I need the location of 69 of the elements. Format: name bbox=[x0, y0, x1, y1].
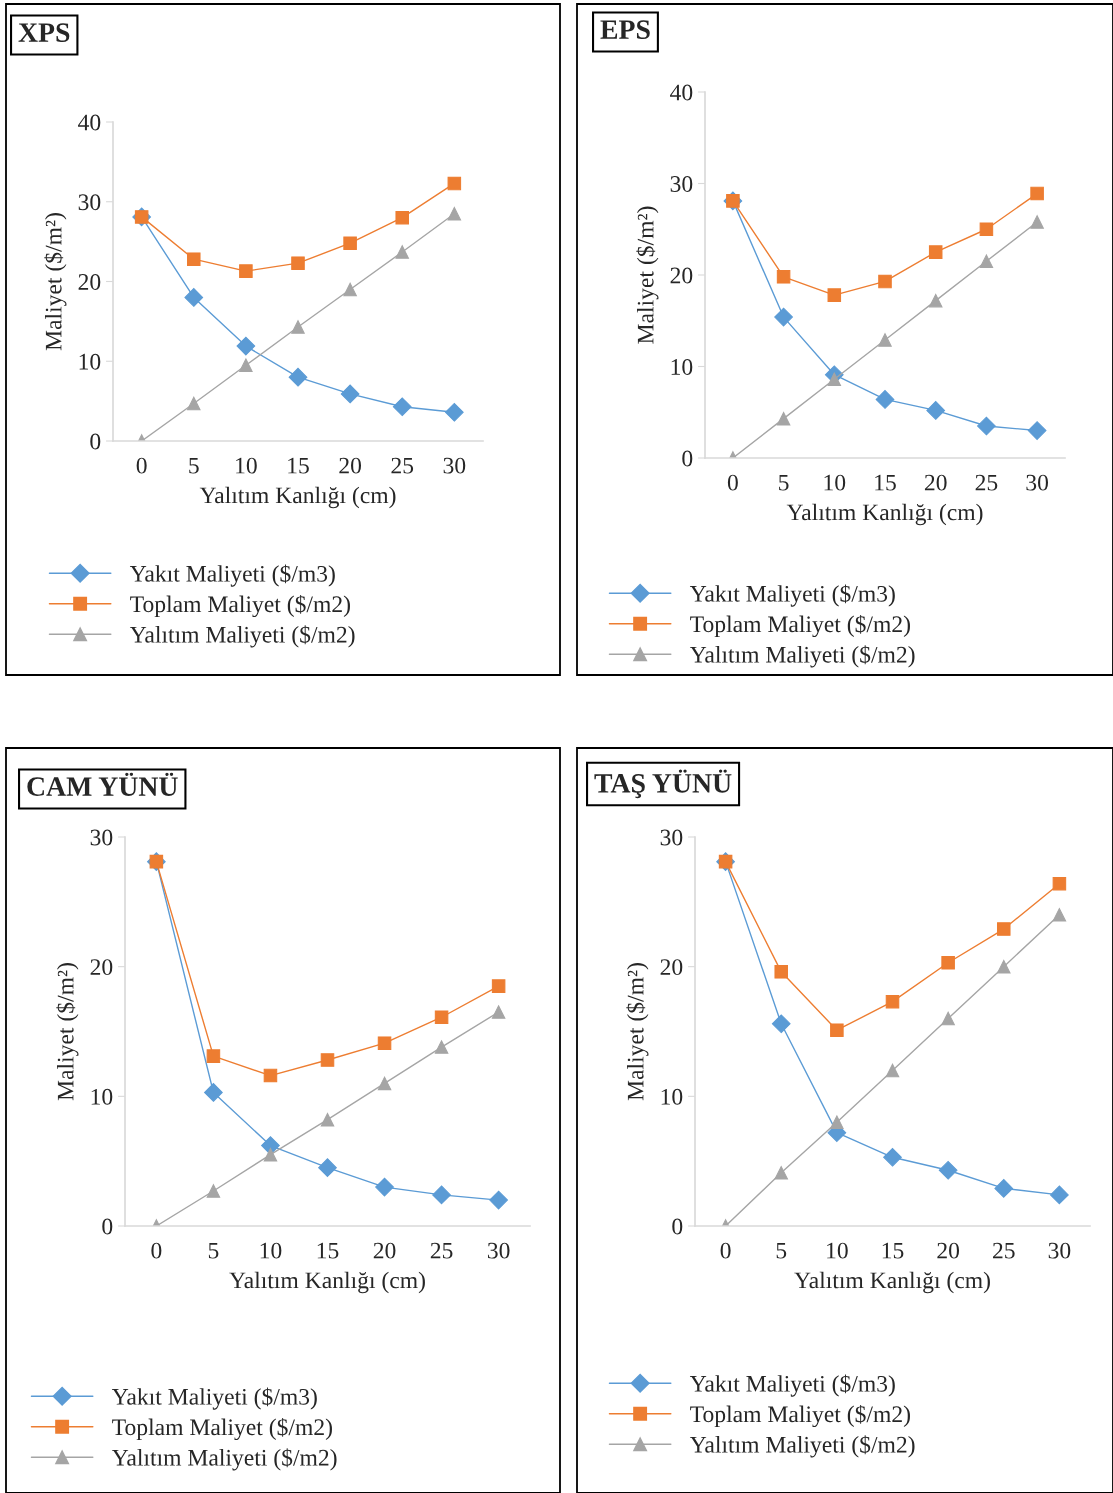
x-tick-label: 0 bbox=[136, 457, 147, 474]
x-tick-label: 25 bbox=[391, 457, 414, 474]
x-tick-label: 30 bbox=[443, 457, 466, 474]
x-tick-label: 5 bbox=[776, 1242, 787, 1259]
legend-label: Toplam Maliyet ($/m2) bbox=[690, 614, 910, 638]
x-tick-label: 30 bbox=[487, 1242, 510, 1259]
x-tick-label: 25 bbox=[975, 474, 998, 491]
y-tick-label: 10 bbox=[671, 358, 693, 375]
legend-label: Toplam Maliyet ($/m2) bbox=[690, 1404, 910, 1428]
x-tick-label: 0 bbox=[720, 1242, 731, 1259]
x-tick-label: 30 bbox=[1048, 1242, 1071, 1259]
x-tick-label: 10 bbox=[236, 457, 257, 474]
x-tick-label: 20 bbox=[339, 457, 362, 474]
x-tick-label: 20 bbox=[937, 1242, 960, 1259]
x-tick-label: 5 bbox=[189, 457, 199, 474]
x-tick-label: 15 bbox=[875, 474, 896, 491]
y-axis-title: Maliyet ($/m²) bbox=[636, 206, 659, 344]
x-tick-label: 20 bbox=[373, 1242, 396, 1259]
y-tick-label: 30 bbox=[670, 175, 693, 192]
chart-title: XPS bbox=[18, 23, 70, 42]
legend-label: Yakıt Maliyeti ($/m3) bbox=[111, 1387, 317, 1410]
y-tick-label: 0 bbox=[672, 1218, 683, 1235]
y-tick-label: 40 bbox=[78, 114, 101, 131]
legend-label: Yakıt Maliyeti ($/m3) bbox=[689, 1374, 895, 1397]
y-axis-title: Maliyet ($/m²) bbox=[626, 963, 649, 1101]
y-tick-label: 30 bbox=[660, 829, 683, 846]
x-axis-title: Yalıtım Kanlığı (cm) bbox=[786, 503, 983, 526]
x-axis-title: Yalıtım Kanlığı (cm) bbox=[229, 1271, 425, 1294]
legend-label: Toplam Maliyet ($/m2) bbox=[130, 594, 350, 618]
x-tick-label: 15 bbox=[288, 457, 309, 474]
x-tick-label: 5 bbox=[208, 1242, 219, 1259]
legend-label: Yalıtım Maliyeti ($/m2) bbox=[689, 1435, 915, 1458]
legend-label: Yakıt Maliyeti ($/m3) bbox=[689, 584, 895, 607]
y-tick-label: 20 bbox=[660, 959, 683, 976]
x-tick-label: 5 bbox=[779, 474, 789, 491]
y-axis-title: Maliyet ($/m²) bbox=[44, 213, 67, 351]
y-tick-label: 20 bbox=[90, 959, 113, 976]
legend-label: Yalıtım Maliyeti ($/m2) bbox=[111, 1448, 337, 1471]
y-tick-label: 10 bbox=[661, 1088, 683, 1105]
legend-label: Yakıt Maliyeti ($/m3) bbox=[129, 564, 335, 587]
chart-title: TAŞ YÜNÜ bbox=[594, 769, 732, 799]
y-tick-label: 20 bbox=[670, 267, 693, 284]
chart-title: CAM YÜNÜ bbox=[27, 772, 178, 796]
x-tick-label: 15 bbox=[317, 1242, 339, 1259]
x-tick-label: 10 bbox=[824, 474, 846, 491]
x-tick-label: 30 bbox=[1026, 474, 1049, 491]
x-tick-label: 0 bbox=[151, 1242, 162, 1259]
x-tick-label: 25 bbox=[993, 1242, 1015, 1259]
y-tick-label: 0 bbox=[102, 1218, 113, 1235]
x-tick-label: 10 bbox=[260, 1242, 282, 1259]
legend-label: Yalıtım Maliyeti ($/m2) bbox=[689, 645, 915, 668]
y-tick-label: 30 bbox=[78, 194, 101, 211]
y-tick-label: 40 bbox=[670, 84, 693, 101]
x-axis-title: Yalıtım Kanlığı (cm) bbox=[794, 1271, 990, 1294]
x-tick-label: 10 bbox=[827, 1242, 848, 1259]
y-tick-label: 0 bbox=[90, 433, 101, 450]
x-tick-label: 15 bbox=[882, 1242, 904, 1259]
y-tick-label: 10 bbox=[79, 353, 101, 370]
x-tick-label: 20 bbox=[924, 474, 947, 491]
x-axis-title: Yalıtım Kanlığı (cm) bbox=[199, 486, 396, 509]
y-tick-label: 10 bbox=[91, 1088, 113, 1105]
legend-label: Toplam Maliyet ($/m2) bbox=[112, 1417, 332, 1441]
y-axis-title: Maliyet ($/m²) bbox=[56, 963, 79, 1101]
y-tick-label: 20 bbox=[78, 273, 101, 290]
y-tick-label: 30 bbox=[90, 829, 113, 846]
x-tick-label: 25 bbox=[430, 1242, 453, 1259]
legend-label: Yalıtım Maliyeti ($/m2) bbox=[129, 625, 355, 648]
chart-title: EPS bbox=[600, 20, 650, 39]
x-tick-label: 0 bbox=[727, 474, 738, 491]
